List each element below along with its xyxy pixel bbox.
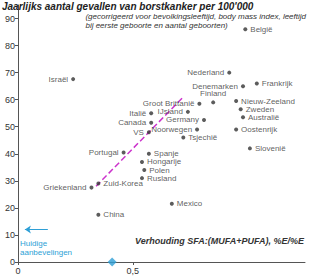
svg-text:40: 40: [5, 149, 15, 159]
svg-text:Rusland: Rusland: [147, 174, 176, 183]
svg-text:10: 10: [5, 230, 15, 240]
svg-text:Tsjechië: Tsjechië: [188, 133, 217, 142]
svg-text:Verhouding SFA:(MUFA+PUFA), %E: Verhouding SFA:(MUFA+PUFA), %E/%E: [135, 236, 305, 246]
svg-text:Mexico: Mexico: [177, 199, 203, 208]
svg-text:Denemarken: Denemarken: [192, 81, 238, 91]
svg-text:90: 90: [5, 14, 15, 24]
svg-text:20: 20: [5, 203, 15, 213]
svg-text:China: China: [103, 210, 124, 219]
svg-text:VS: VS: [133, 128, 144, 137]
svg-text:Groot Brittanië: Groot Brittanië: [142, 99, 195, 109]
svg-text:België: België: [250, 25, 273, 34]
svg-text:Noorwegen: Noorwegen: [151, 125, 192, 134]
svg-text:Israël: Israël: [49, 75, 69, 84]
svg-text:Zuid-Korea: Zuid-Korea: [103, 179, 143, 188]
svg-text:bij eerste geboorte en aantal: bij eerste geboorte en aantal geboorten): [85, 21, 228, 30]
svg-text:Griekenland: Griekenland: [43, 183, 86, 192]
svg-text:80: 80: [5, 41, 15, 51]
svg-text:0: 0: [10, 257, 15, 267]
svg-text:0: 0: [15, 266, 20, 276]
svg-text:Germany: Germany: [166, 115, 199, 124]
svg-text:aanbevelingen: aanbevelingen: [20, 248, 72, 257]
svg-text:Zweden: Zweden: [245, 104, 275, 114]
svg-text:(gecorrigeerd voor bevolkingsl: (gecorrigeerd voor bevolkingsleeftijd, b…: [85, 12, 306, 21]
svg-text:IJsland: IJsland: [157, 107, 183, 117]
svg-text:60: 60: [5, 95, 15, 105]
svg-text:70: 70: [5, 68, 15, 78]
svg-text:30: 30: [5, 176, 15, 186]
svg-text:Canada: Canada: [118, 118, 147, 127]
svg-text:Nieuw-Zeeland: Nieuw-Zeeland: [241, 96, 295, 106]
svg-text:Spanje: Spanje: [153, 149, 179, 159]
svg-text:Oostenrijk: Oostenrijk: [241, 125, 278, 134]
svg-text:Jaarlijks aantal gevallen van: Jaarlijks aantal gevallen van borstkanke…: [2, 1, 254, 12]
svg-text:Nederland: Nederland: [187, 68, 224, 77]
svg-text:Italië: Italië: [129, 109, 146, 118]
svg-text:0,5: 0,5: [127, 266, 140, 276]
svg-text:Polen: Polen: [149, 165, 170, 175]
svg-text:Hongarije: Hongarije: [147, 157, 182, 167]
svg-text:Frankrijk: Frankrijk: [262, 79, 294, 88]
svg-text:50: 50: [5, 122, 15, 132]
svg-text:Finland: Finland: [200, 89, 226, 98]
svg-text:Portugal: Portugal: [89, 148, 119, 157]
svg-text:Slovenië: Slovenië: [255, 144, 286, 153]
svg-text:Huidige: Huidige: [20, 239, 48, 248]
svg-text:Australië: Australië: [248, 113, 280, 122]
